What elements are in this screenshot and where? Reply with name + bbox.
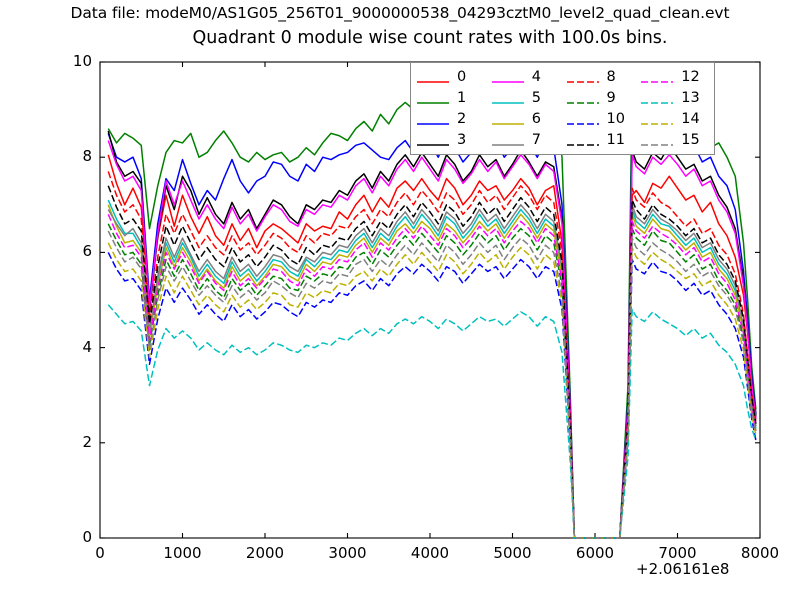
legend-entry-9[interactable]: 9 [563, 87, 638, 108]
x-tick-label: 4000 [410, 544, 450, 562]
legend-entry-11[interactable]: 11 [563, 129, 638, 150]
series-line-8 [107, 171, 757, 539]
legend-label-11: 11 [606, 131, 625, 148]
legend-label-5: 5 [531, 89, 541, 106]
x-tick-label: 2000 [245, 544, 285, 562]
x-tick-label: 7000 [658, 544, 697, 562]
legend-label-10: 10 [606, 110, 625, 127]
legend-label-3: 3 [457, 131, 467, 148]
legend-entry-15[interactable]: 15 [637, 129, 712, 150]
legend-entry-5[interactable]: 5 [488, 87, 563, 108]
figure-suptitle: Data file: modeM0/AS1G05_256T01_90000005… [70, 4, 730, 22]
legend-label-13: 13 [681, 89, 700, 106]
legend-grid: 0 4 8 12 1 5 9 13 2 6 10 14 3 7 11 15 [413, 66, 712, 150]
legend-swatch-12 [640, 72, 674, 83]
legend-entry-10[interactable]: 10 [563, 108, 638, 129]
series-line-4 [107, 140, 757, 539]
legend-entry-1[interactable]: 1 [413, 87, 488, 108]
legend-label-12: 12 [681, 68, 700, 85]
series-line-2 [107, 127, 757, 539]
legend-swatch-10 [566, 114, 600, 125]
legend-entry-4[interactable]: 4 [488, 66, 563, 87]
legend-label-2: 2 [457, 110, 467, 127]
axes-title: Quadrant 0 module wise count rates with … [192, 28, 668, 48]
y-tick-label: 8 [82, 147, 92, 166]
legend-entry-6[interactable]: 6 [488, 108, 563, 129]
legend-label-7: 7 [531, 131, 541, 148]
legend-label-15: 15 [681, 131, 700, 148]
series-line-7 [107, 204, 757, 539]
legend-label-6: 6 [531, 110, 541, 127]
series-line-10 [107, 252, 757, 539]
legend-swatch-1 [416, 93, 450, 104]
legend-swatch-9 [566, 93, 600, 104]
series-line-5 [107, 199, 757, 539]
y-tick-label: 4 [82, 337, 92, 356]
legend-swatch-8 [566, 72, 600, 83]
legend-entry-8[interactable]: 8 [563, 66, 638, 87]
legend-label-8: 8 [606, 68, 616, 85]
x-tick-label: 5000 [493, 544, 532, 562]
x-tick-label: 0 [95, 544, 105, 562]
legend-entry-13[interactable]: 13 [637, 87, 712, 108]
legend-label-14: 14 [681, 110, 700, 127]
series-line-0 [107, 154, 757, 539]
series-line-12 [107, 214, 757, 539]
series-line-13 [107, 304, 757, 539]
legend-entry-12[interactable]: 12 [637, 66, 712, 87]
y-tick-label: 10 [72, 52, 92, 70]
legend-swatch-4 [491, 72, 525, 83]
legend-label-9: 9 [606, 89, 616, 106]
legend-label-4: 4 [531, 68, 541, 85]
legend-swatch-5 [491, 93, 525, 104]
legend-entry-7[interactable]: 7 [488, 129, 563, 150]
series-line-11 [107, 185, 757, 539]
x-tick-label: 3000 [328, 544, 367, 562]
series-line-9 [107, 223, 757, 539]
x-tick-label: 6000 [575, 544, 615, 562]
legend-swatch-14 [640, 114, 674, 125]
legend-swatch-13 [640, 93, 674, 104]
legend-entry-2[interactable]: 2 [413, 108, 488, 129]
legend-swatch-3 [416, 135, 450, 146]
legend-entry-0[interactable]: 0 [413, 66, 488, 87]
legend-swatch-0 [416, 72, 450, 83]
series-line-15 [107, 230, 757, 539]
series-line-3 [107, 130, 757, 539]
x-tick-label: 8000 [740, 544, 780, 562]
legend-entry-3[interactable]: 3 [413, 129, 488, 150]
series-line-14 [107, 242, 757, 539]
legend-box[interactable]: 0 4 8 12 1 5 9 13 2 6 10 14 3 7 11 15 [410, 62, 715, 155]
legend-label-1: 1 [457, 89, 467, 106]
legend-swatch-15 [640, 135, 674, 146]
legend-swatch-6 [491, 114, 525, 125]
y-tick-label: 0 [82, 528, 92, 546]
legend-entry-14[interactable]: 14 [637, 108, 712, 129]
legend-swatch-11 [566, 135, 600, 146]
legend-swatch-7 [491, 135, 525, 146]
y-tick-label: 6 [82, 242, 92, 261]
series-line-6 [107, 204, 757, 539]
legend-swatch-2 [416, 114, 450, 125]
legend-label-0: 0 [457, 68, 467, 85]
y-tick-label: 2 [82, 432, 92, 451]
x-axis-offset-label: +2.06161e8 [636, 560, 730, 578]
x-tick-label: 1000 [163, 544, 202, 562]
